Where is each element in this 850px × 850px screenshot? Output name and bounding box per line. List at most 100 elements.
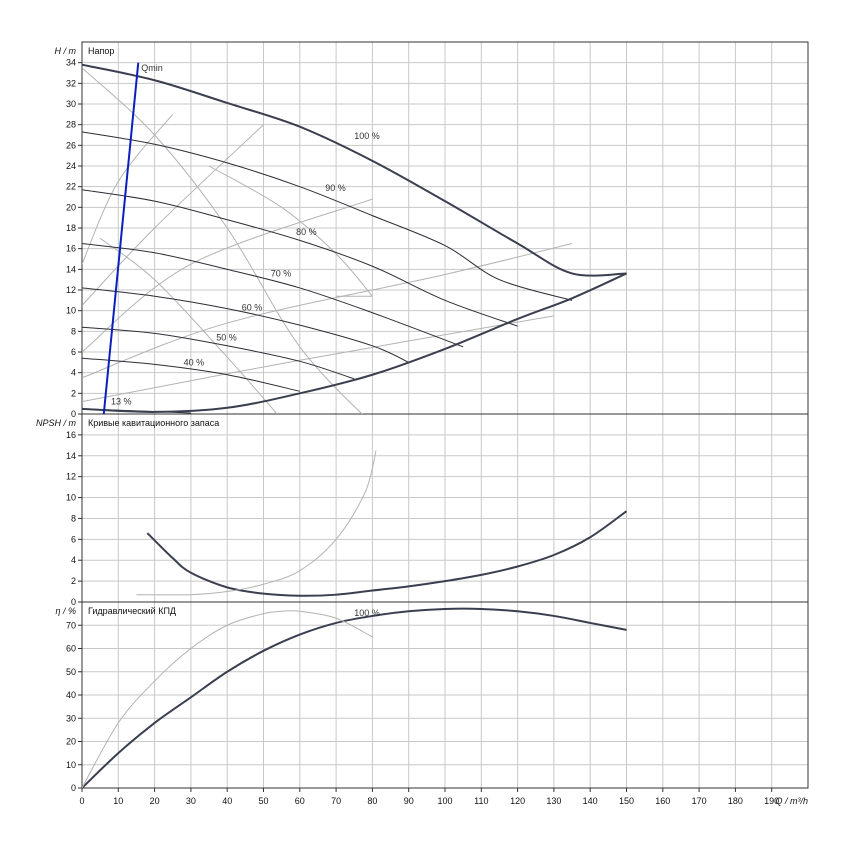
ytick-label-efficiency-20: 20 (66, 737, 76, 747)
iso-efficiency-line-2 (82, 124, 264, 306)
speed-curve-label-40: 40 % (184, 357, 205, 367)
curves-head (82, 62, 627, 414)
ytick-label-head-32: 32 (66, 78, 76, 88)
ytick-label-npsh-10: 10 (66, 493, 76, 503)
xtick-label-150: 150 (619, 796, 634, 806)
qmin-line (102, 62, 140, 414)
ytick-label-head-0: 0 (71, 409, 76, 419)
speed-curve-label-70: 70 % (271, 269, 292, 279)
ytick-label-head-34: 34 (66, 58, 76, 68)
curves-npsh (136, 450, 628, 597)
xtick-label-90: 90 (404, 796, 414, 806)
axis-ylabel-head: H / m (55, 46, 77, 56)
series-npsh-1 (136, 450, 377, 596)
ytick-label-efficiency-40: 40 (66, 690, 76, 700)
xtick-label-40: 40 (222, 796, 232, 806)
speed-curve-label-60: 60 % (242, 303, 263, 313)
ytick-label-efficiency-10: 10 (66, 760, 76, 770)
speed-curve-label-90: 90 % (325, 183, 346, 193)
ytick-label-npsh-16: 16 (66, 430, 76, 440)
xtick-label-120: 120 (510, 796, 525, 806)
speed-curve-label-80: 80 % (296, 227, 317, 237)
ytick-label-npsh-6: 6 (71, 534, 76, 544)
ytick-label-head-2: 2 (71, 388, 76, 398)
ytick-label-efficiency-70: 70 (66, 620, 76, 630)
ytick-label-npsh-12: 12 (66, 472, 76, 482)
ytick-label-head-10: 10 (66, 306, 76, 316)
xtick-label-170: 170 (692, 796, 707, 806)
ytick-label-head-8: 8 (71, 326, 76, 336)
xtick-label-20: 20 (150, 796, 160, 806)
ytick-label-npsh-4: 4 (71, 555, 76, 565)
speed-curve-80 (82, 189, 518, 327)
axis-ylabel-npsh: NPSH / m (36, 418, 77, 428)
iso-efficiency-line-1 (82, 114, 174, 265)
xtick-label-60: 60 (295, 796, 305, 806)
ytick-label-efficiency-0: 0 (71, 783, 76, 793)
ytick-label-head-14: 14 (66, 264, 76, 274)
ytick-label-head-6: 6 (71, 347, 76, 357)
ytick-label-head-30: 30 (66, 99, 76, 109)
panel-title-efficiency: Гидравлический КПД (88, 606, 176, 616)
xtick-label-190: 190 (764, 796, 779, 806)
speed-curve-90 (82, 131, 573, 301)
ytick-label-head-24: 24 (66, 161, 76, 171)
xtick-label-140: 140 (583, 796, 598, 806)
ytick-label-head-4: 4 (71, 368, 76, 378)
axis-ylabel-efficiency: η / % (55, 606, 76, 616)
xtick-label-180: 180 (728, 796, 743, 806)
ytick-label-efficiency-30: 30 (66, 713, 76, 723)
curves (82, 62, 628, 788)
iso-efficiency-line-5 (82, 315, 554, 403)
iso-efficiency-line-4 (82, 243, 573, 379)
xtick-label-30: 30 (186, 796, 196, 806)
ytick-label-head-26: 26 (66, 140, 76, 150)
speed-curve-label-100: 100 % (354, 131, 380, 141)
xtick-label-10: 10 (113, 796, 123, 806)
axis-xlabel: Q / m³/h (775, 796, 808, 806)
iso-efficiency-line-6 (99, 237, 278, 414)
series-npsh-0 (146, 510, 628, 597)
ytick-label-npsh-14: 14 (66, 451, 76, 461)
ytick-label-efficiency-60: 60 (66, 644, 76, 654)
grid (78, 41, 809, 792)
ytick-label-npsh-2: 2 (71, 576, 76, 586)
efficiency-envelope-curve (82, 272, 627, 413)
ytick-label-efficiency-50: 50 (66, 667, 76, 677)
speed-curve-100 (82, 63, 627, 277)
xtick-label-50: 50 (258, 796, 268, 806)
xtick-label-80: 80 (367, 796, 377, 806)
xtick-label-110: 110 (474, 796, 488, 806)
ytick-label-npsh-8: 8 (71, 513, 76, 523)
iso-efficiency-line-8 (208, 165, 373, 297)
speed-curve-label-13: 13 % (111, 397, 132, 407)
xtick-label-70: 70 (331, 796, 341, 806)
series-label-efficiency-0: 100 % (354, 608, 380, 618)
series-efficiency-1 (82, 610, 373, 788)
xtick-label-0: 0 (79, 796, 84, 806)
speed-curve-60 (82, 287, 409, 363)
ytick-label-npsh-0: 0 (71, 597, 76, 607)
panel-title-npsh: Кривые кавитационного запаса (88, 418, 219, 428)
ytick-label-head-12: 12 (66, 285, 76, 295)
ytick-label-head-28: 28 (66, 120, 76, 130)
ytick-label-head-22: 22 (66, 182, 76, 192)
xtick-label-130: 130 (546, 796, 561, 806)
ytick-label-head-20: 20 (66, 202, 76, 212)
ytick-label-head-16: 16 (66, 244, 76, 254)
speed-curve-label-50: 50 % (216, 333, 237, 343)
iso-efficiency-line-0 (82, 67, 363, 414)
iso-efficiency-line-3 (82, 198, 373, 353)
panel-title-head: Напор (88, 46, 114, 56)
speed-curve-40 (82, 357, 300, 392)
curves-efficiency (82, 607, 627, 788)
ytick-label-head-18: 18 (66, 223, 76, 233)
xtick-label-160: 160 (655, 796, 670, 806)
series-efficiency-0 (82, 607, 627, 788)
speed-curve-70 (82, 243, 464, 348)
speed-curve-50 (82, 326, 355, 380)
xtick-label-100: 100 (437, 796, 452, 806)
qmin-label: Qmin (141, 63, 163, 73)
